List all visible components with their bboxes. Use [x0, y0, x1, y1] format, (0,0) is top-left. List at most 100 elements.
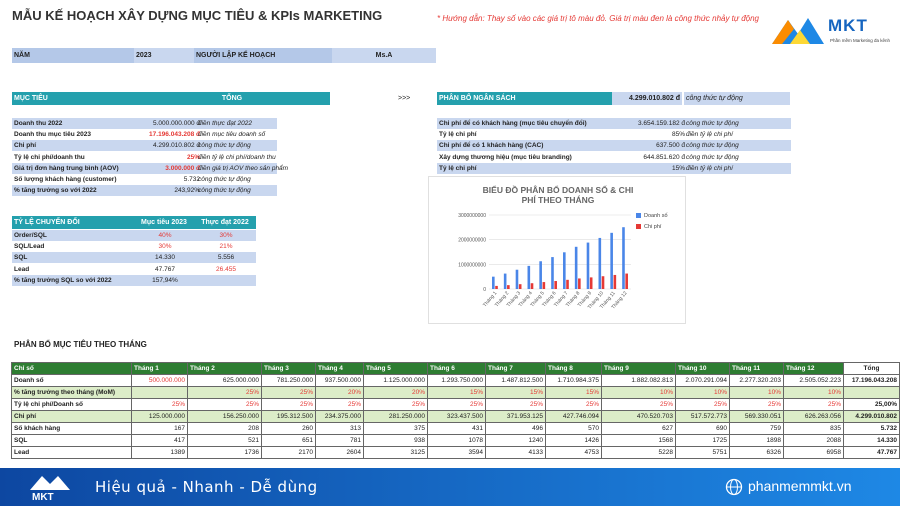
year-value[interactable]: 2023	[134, 48, 194, 63]
conversion-row-target[interactable]: 157,94%	[152, 276, 178, 284]
table-cell[interactable]: 25%	[783, 398, 844, 411]
conversion-row-actual[interactable]: 21%	[219, 243, 233, 251]
table-cell[interactable]: 5751	[675, 446, 730, 459]
table-cell[interactable]: 1.125.000.000	[363, 374, 428, 387]
table-cell[interactable]: 517.572.773	[675, 410, 730, 423]
table-cell[interactable]: 281.250.000	[363, 410, 428, 423]
table-cell[interactable]: 260	[261, 422, 316, 435]
table-cell[interactable]: 25%	[485, 398, 546, 411]
table-cell[interactable]: 3594	[427, 446, 486, 459]
table-cell[interactable]: 25%	[545, 398, 602, 411]
table-cell[interactable]: 937.500.000	[315, 374, 364, 387]
table-cell[interactable]: 4133	[485, 446, 546, 459]
table-cell[interactable]: 1389	[131, 446, 188, 459]
table-cell[interactable]: 371.953.125	[485, 410, 546, 423]
table-cell[interactable]: 313	[315, 422, 364, 435]
budget-row-value[interactable]: 15%	[671, 164, 685, 172]
goals-row-value[interactable]: 25%	[186, 153, 200, 161]
table-cell[interactable]: 627	[601, 422, 676, 435]
table-cell[interactable]: 25%	[427, 398, 486, 411]
conversion-row-target[interactable]: 40%	[158, 232, 172, 239]
table-cell[interactable]: 938	[363, 434, 428, 447]
conversion-row-target[interactable]: 30%	[158, 243, 172, 251]
table-cell[interactable]: 125.000.000	[131, 410, 188, 423]
table-cell[interactable]: 2604	[315, 446, 364, 459]
table-cell[interactable]: 2.070.291.094	[675, 374, 730, 387]
table-cell[interactable]: 15%	[427, 386, 486, 399]
table-cell[interactable]: 208	[187, 422, 262, 435]
conversion-row-actual[interactable]: 5.556	[217, 254, 235, 262]
table-cell[interactable]: 167	[131, 422, 188, 435]
table-cell[interactable]: 470.520.703	[601, 410, 676, 423]
footer-website[interactable]: phanmemmkt.vn	[748, 478, 852, 494]
table-cell[interactable]: 25%	[261, 386, 316, 399]
table-cell[interactable]: 427.746.094	[545, 410, 602, 423]
table-cell[interactable]: 1426	[545, 434, 602, 447]
table-cell[interactable]: 1.293.750.000	[427, 374, 486, 387]
conversion-row-actual[interactable]: 30%	[219, 232, 233, 239]
table-cell[interactable]: 10%	[729, 386, 784, 399]
table-cell[interactable]: 25%	[315, 398, 364, 411]
table-cell[interactable]: 2170	[261, 446, 316, 459]
table-cell[interactable]: 1.710.984.375	[545, 374, 602, 387]
table-cell[interactable]: 25%	[187, 398, 262, 411]
table-cell[interactable]: 625.000.000	[187, 374, 262, 387]
table-cell[interactable]: 15%	[545, 386, 602, 399]
table-cell[interactable]: 6326	[729, 446, 784, 459]
table-cell[interactable]: 1568	[601, 434, 676, 447]
table-cell[interactable]: 1736	[187, 446, 262, 459]
table-cell[interactable]: 1.487.812.500	[485, 374, 546, 387]
table-cell[interactable]: 1.882.082.813	[601, 374, 676, 387]
budget-row-value[interactable]: 85%	[671, 131, 685, 139]
table-cell[interactable]: 6958	[783, 446, 844, 459]
table-cell[interactable]: 25%	[187, 386, 262, 399]
goals-row-value[interactable]: 243,92%	[174, 187, 200, 195]
table-cell[interactable]: 25%	[131, 398, 188, 411]
table-cell[interactable]: 10%	[601, 386, 676, 399]
table-cell[interactable]: 195.312.500	[261, 410, 316, 423]
budget-row-value[interactable]: 637.500 đ	[656, 142, 685, 150]
table-cell[interactable]: 375	[363, 422, 428, 435]
table-cell[interactable]: 569.330.051	[729, 410, 784, 423]
goals-row-value[interactable]: 5.732	[183, 176, 200, 183]
table-cell[interactable]: 759	[729, 422, 784, 435]
table-cell[interactable]: 496	[485, 422, 546, 435]
goals-row-value[interactable]: 5.000.000.000 đ	[153, 120, 200, 127]
table-cell[interactable]: 500.000.000	[131, 374, 188, 387]
table-cell[interactable]: 781	[315, 434, 364, 447]
table-cell[interactable]: 570	[545, 422, 602, 435]
table-cell[interactable]: 20%	[315, 386, 364, 399]
table-cell[interactable]: 835	[783, 422, 844, 435]
table-cell[interactable]: 15%	[485, 386, 546, 399]
table-cell[interactable]: 10%	[783, 386, 844, 399]
conversion-row-target[interactable]: 47.767	[155, 265, 175, 273]
budget-row-value[interactable]: 3.654.159.182 đ	[638, 120, 685, 127]
table-cell[interactable]: 2088	[783, 434, 844, 447]
table-cell[interactable]: 690	[675, 422, 730, 435]
budget-row-value[interactable]: 644.851.620 đ	[643, 153, 685, 161]
table-cell[interactable]: 626.263.056	[783, 410, 844, 423]
table-cell[interactable]: 431	[427, 422, 486, 435]
table-cell[interactable]: 25%	[601, 398, 676, 411]
table-cell[interactable]: 20%	[363, 386, 428, 399]
table-cell[interactable]	[131, 386, 188, 399]
table-cell[interactable]: 4753	[545, 446, 602, 459]
conversion-row-actual[interactable]: 26.455	[216, 265, 236, 273]
table-cell[interactable]: 3125	[363, 446, 428, 459]
table-cell[interactable]: 25%	[729, 398, 784, 411]
table-cell[interactable]: 651	[261, 434, 316, 447]
table-cell[interactable]: 25%	[675, 398, 730, 411]
table-cell[interactable]: 234.375.000	[315, 410, 364, 423]
goals-row-value[interactable]: 17.196.043.208 đ	[149, 131, 200, 139]
goals-row-value[interactable]: 4.299.010.802 đ	[153, 142, 200, 150]
table-cell[interactable]: 10%	[675, 386, 730, 399]
table-cell[interactable]: 1078	[427, 434, 486, 447]
conversion-row-target[interactable]: 14.330	[155, 254, 175, 262]
planner-value[interactable]: Ms.A	[332, 48, 436, 63]
table-cell[interactable]: 25%	[261, 398, 316, 411]
table-cell[interactable]: 323.437.500	[427, 410, 486, 423]
table-cell[interactable]: 2.505.052.223	[783, 374, 844, 387]
table-cell[interactable]: 1725	[675, 434, 730, 447]
table-cell[interactable]: 156.250.000	[187, 410, 262, 423]
goals-row-value[interactable]: 3.000.000 đ	[165, 164, 200, 172]
